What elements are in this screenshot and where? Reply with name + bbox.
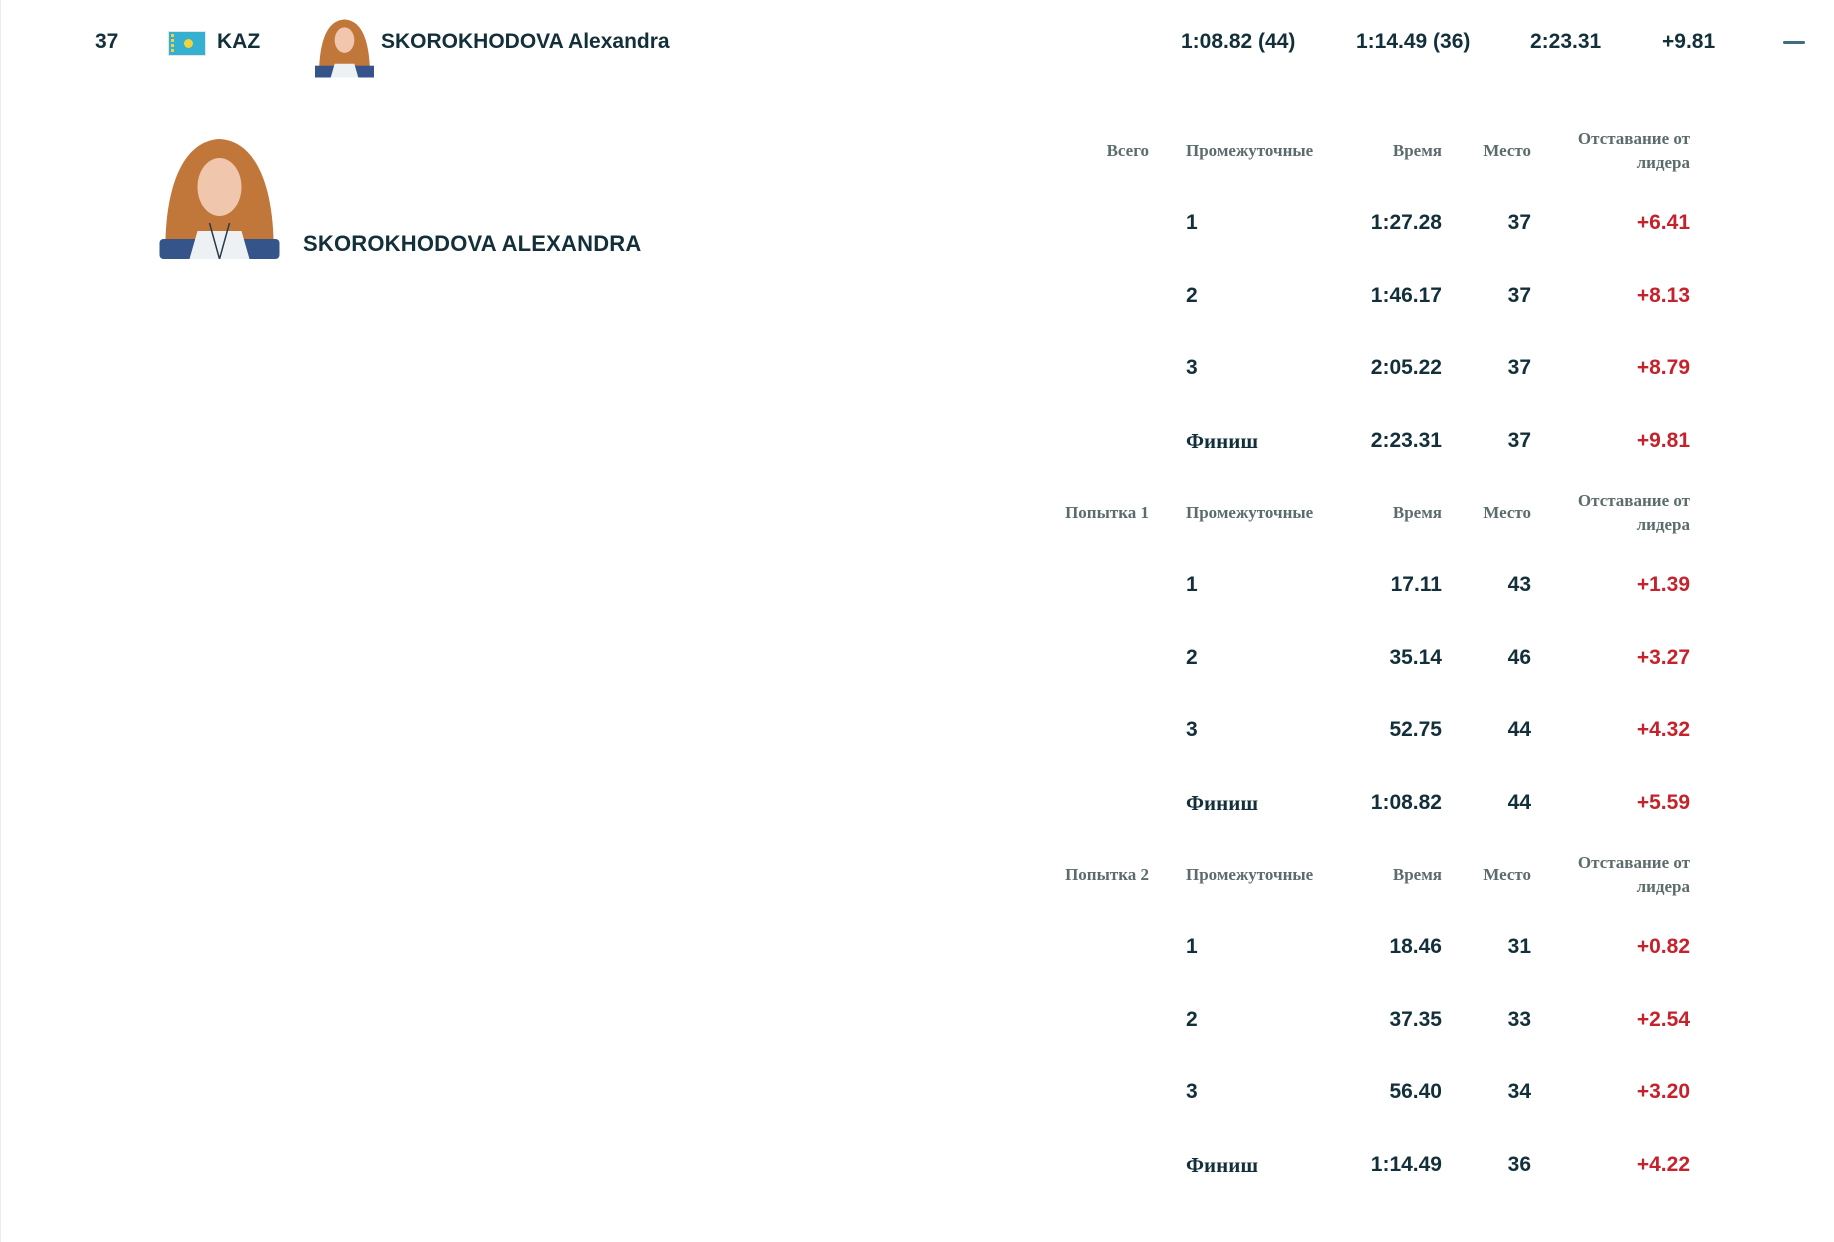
- split-label: 1: [1186, 573, 1198, 596]
- country-code: KAZ: [217, 30, 261, 53]
- split-time: 1:08.82: [1370, 791, 1442, 815]
- split-rank: 36: [1507, 1153, 1531, 1177]
- split-time: 1:27.28: [1370, 211, 1442, 234]
- split-rank: 31: [1507, 935, 1531, 958]
- split-behind: +8.79: [1636, 356, 1690, 380]
- header-behind: лидера: [1636, 515, 1690, 534]
- split-time: 1:46.17: [1370, 283, 1442, 307]
- header-splits: Промежуточные: [1186, 503, 1314, 522]
- split-time: 17.11: [1390, 573, 1442, 596]
- athlete-avatar: [315, 19, 374, 78]
- header-behind: Отставание от: [1577, 129, 1690, 148]
- header-behind: лидера: [1636, 877, 1690, 896]
- header-splits: Промежуточные: [1186, 865, 1314, 884]
- split-label: 1: [1186, 935, 1198, 958]
- minus-icon[interactable]: [1783, 41, 1805, 44]
- header-time: Время: [1392, 141, 1442, 160]
- split-time: 1:14.49: [1370, 1153, 1442, 1177]
- split-behind: +0.82: [1636, 935, 1690, 958]
- athlete-full-name: SKOROKHODOVA ALEXANDRA: [303, 231, 642, 256]
- split-rank: 34: [1507, 1080, 1531, 1104]
- behind-leader: +9.81: [1662, 30, 1716, 53]
- kazakhstan-flag-icon: [168, 31, 206, 56]
- split-behind: +1.39: [1636, 573, 1690, 596]
- split-behind: +6.41: [1636, 211, 1690, 234]
- athlete-name: SKOROKHODOVA Alexandra: [381, 30, 670, 53]
- run1-time: 1:08.82 (44): [1181, 30, 1296, 53]
- split-rank: 37: [1507, 356, 1531, 380]
- split-label: Финиш: [1186, 1153, 1259, 1178]
- header-splits: Промежуточные: [1186, 141, 1314, 160]
- header-rank: Место: [1483, 141, 1531, 160]
- split-time: 18.46: [1389, 935, 1442, 958]
- split-behind: +4.22: [1636, 1153, 1690, 1177]
- split-label: 1: [1186, 211, 1198, 234]
- split-behind: +8.13: [1636, 283, 1690, 307]
- section-label: Всего: [1106, 141, 1149, 160]
- split-rank: 44: [1507, 791, 1531, 815]
- split-time: 52.75: [1389, 718, 1442, 742]
- section-label: Попытка 2: [1065, 865, 1149, 884]
- split-time: 56.40: [1389, 1080, 1442, 1104]
- split-rank: 37: [1507, 283, 1531, 307]
- split-time: 35.14: [1389, 645, 1442, 669]
- split-time: 2:05.22: [1370, 356, 1442, 380]
- run2-time: 1:14.49 (36): [1356, 30, 1471, 53]
- split-behind: +3.27: [1636, 645, 1690, 669]
- rank: 37: [95, 30, 119, 53]
- header-rank: Место: [1483, 865, 1531, 884]
- split-label: 3: [1186, 1080, 1198, 1104]
- split-label: 2: [1186, 283, 1198, 307]
- split-label: 2: [1186, 1007, 1198, 1031]
- split-rank: 37: [1507, 211, 1531, 234]
- section-label: Попытка 1: [1065, 503, 1149, 522]
- split-label: 2: [1186, 645, 1198, 669]
- split-rank: 37: [1507, 429, 1531, 453]
- split-label: 3: [1186, 718, 1198, 742]
- split-behind: +3.20: [1636, 1080, 1690, 1104]
- split-label: 3: [1186, 356, 1198, 380]
- split-label: Финиш: [1186, 791, 1259, 816]
- split-rank: 46: [1507, 645, 1531, 669]
- split-behind: +4.32: [1636, 718, 1690, 742]
- header-rank: Место: [1483, 503, 1531, 522]
- header-behind: лидера: [1636, 153, 1690, 172]
- split-rank: 43: [1507, 573, 1531, 596]
- split-time: 37.35: [1389, 1007, 1442, 1031]
- split-behind: +2.54: [1636, 1007, 1690, 1031]
- split-behind: +9.81: [1636, 429, 1690, 453]
- split-label: Финиш: [1186, 429, 1259, 454]
- split-behind: +5.59: [1636, 791, 1690, 815]
- header-behind: Отставание от: [1577, 853, 1690, 872]
- header-time: Время: [1392, 503, 1442, 522]
- header-time: Время: [1392, 865, 1442, 884]
- split-rank: 44: [1507, 718, 1531, 742]
- athlete-photo: [159, 139, 280, 259]
- split-rank: 33: [1507, 1007, 1531, 1031]
- total-time: 2:23.31: [1530, 30, 1602, 53]
- header-behind: Отставание от: [1577, 491, 1690, 510]
- split-time: 2:23.31: [1370, 429, 1442, 453]
